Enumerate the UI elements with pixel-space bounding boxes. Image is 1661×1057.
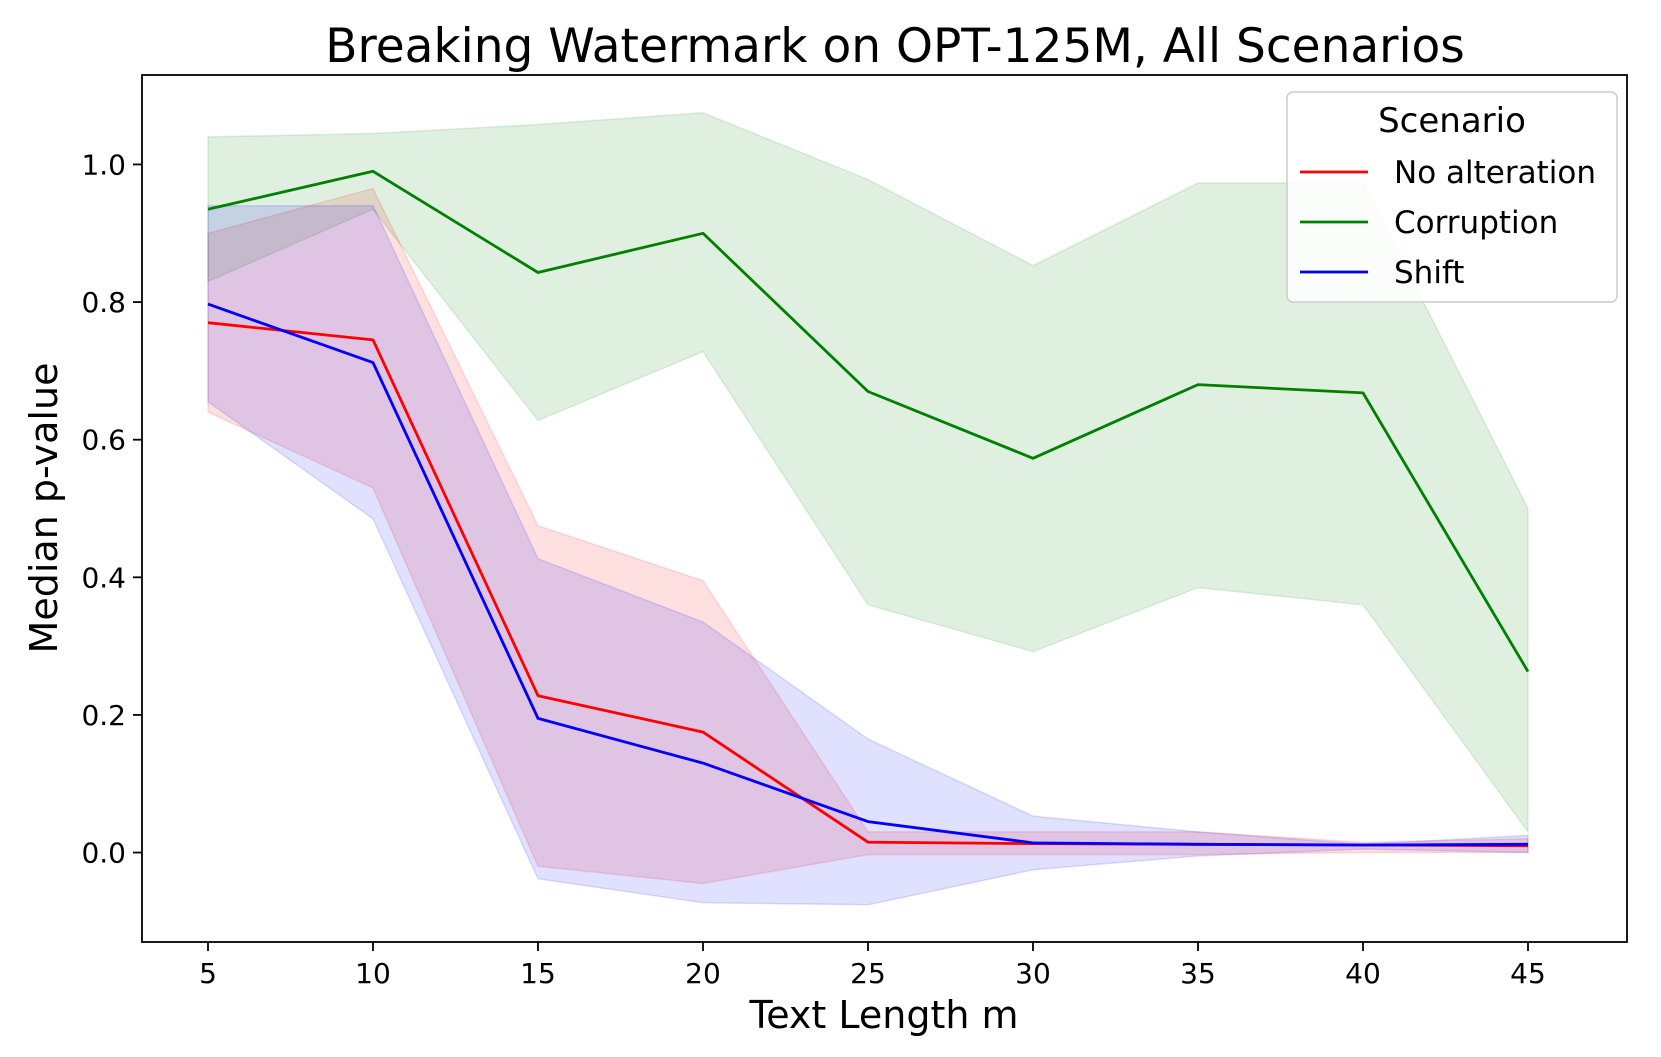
band-no-alteration (207, 187, 1529, 885)
plot-frame (141, 74, 1628, 943)
y-tick-label: 1.0 (81, 148, 126, 181)
x-tick-label: 40 (1345, 957, 1381, 990)
x-axis: 5 10 15 20 25 30 35 40 45 (199, 942, 1546, 990)
band-shift (207, 204, 1529, 906)
x-tick-label: 45 (1510, 957, 1546, 990)
legend-label-corruption: Corruption (1394, 205, 1558, 241)
x-tick-label: 10 (355, 957, 391, 990)
x-tick-label: 15 (520, 957, 556, 990)
x-tick-label: 25 (850, 957, 886, 990)
x-tick-label: 20 (685, 957, 721, 990)
line-corruption (207, 169, 1530, 673)
y-tick-label: 0.8 (81, 286, 126, 319)
legend-label-no-alteration: No alteration (1394, 155, 1596, 191)
x-tick-label: 30 (1015, 957, 1051, 990)
chart-title: Breaking Watermark on OPT-125M, All Scen… (325, 19, 1465, 74)
legend: Scenario No alteration Corruption Shift (1286, 91, 1618, 303)
y-axis-label: Median p-value (22, 363, 66, 654)
legend-box (1286, 91, 1618, 303)
confidence-bands (207, 112, 1529, 906)
x-axis-label: Text Length m (748, 993, 1018, 1037)
y-axis: 0.0 0.2 0.4 0.6 0.8 1.0 (81, 148, 142, 870)
line-shift (207, 302, 1529, 847)
series-lines (207, 169, 1530, 848)
band-corruption (207, 112, 1529, 835)
x-tick-label: 35 (1180, 957, 1216, 990)
y-tick-label: 0.0 (81, 837, 126, 870)
y-tick-label: 0.2 (81, 699, 126, 732)
y-tick-label: 0.6 (81, 424, 126, 457)
legend-label-shift: Shift (1394, 255, 1464, 291)
x-tick-label: 5 (199, 957, 217, 990)
y-tick-label: 0.4 (81, 561, 126, 594)
legend-title: Scenario (1378, 101, 1526, 141)
